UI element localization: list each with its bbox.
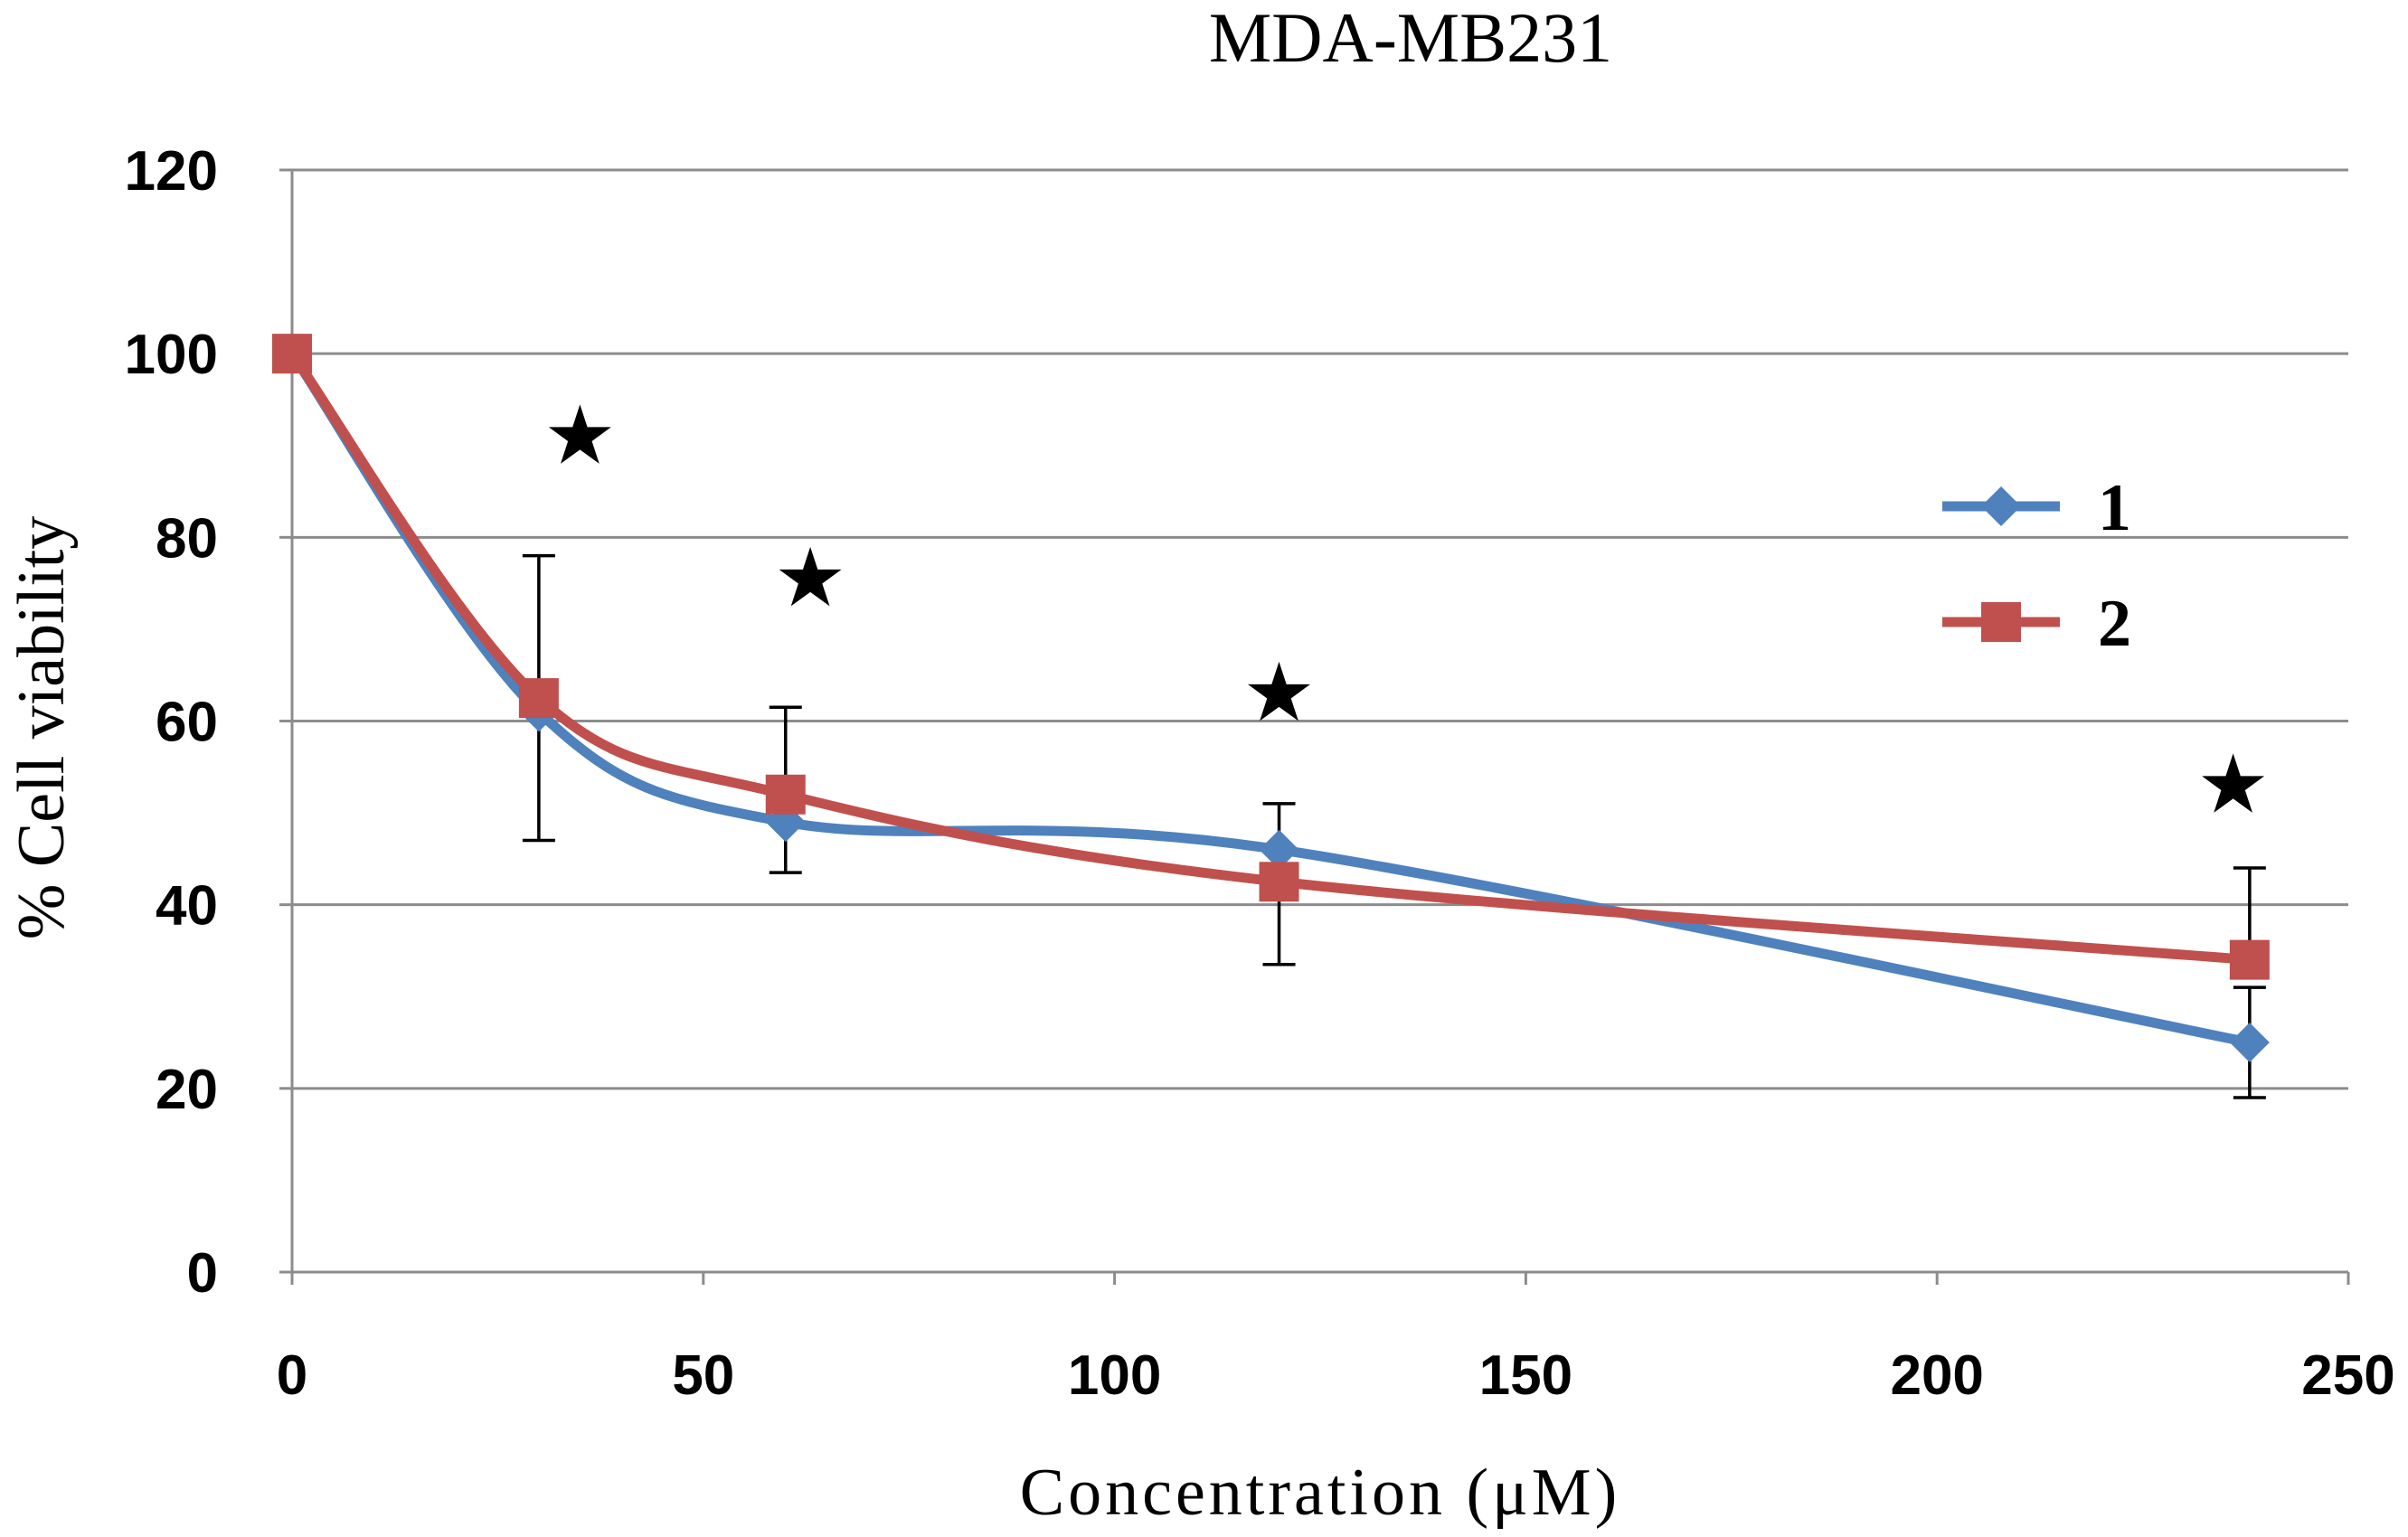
data-point-series-2 bbox=[1259, 862, 1299, 902]
y-tick-label: 0 bbox=[187, 1242, 218, 1305]
annotations: ★ ★ ★ ★ bbox=[543, 391, 2270, 831]
significance-star: ★ bbox=[543, 391, 617, 482]
chart-title: MDA-MB231 bbox=[1209, 0, 1612, 77]
x-tick-label: 250 bbox=[2301, 1344, 2394, 1407]
y-tick-label: 40 bbox=[156, 875, 218, 938]
data-point-series-2 bbox=[2229, 939, 2270, 980]
x-tick-label: 0 bbox=[277, 1344, 307, 1407]
significance-star: ★ bbox=[774, 533, 847, 624]
gridlines bbox=[292, 168, 2348, 1090]
y-tick-label: 60 bbox=[156, 692, 218, 754]
legend: 12 bbox=[1942, 471, 2131, 661]
y-tick-label: 80 bbox=[156, 507, 218, 570]
x-tick-label: 150 bbox=[1479, 1344, 1572, 1407]
significance-star: ★ bbox=[2196, 740, 2270, 831]
series bbox=[272, 334, 2270, 1063]
data-point-series-1 bbox=[2229, 1023, 2270, 1063]
tick-labels: 0 20 40 60 80 100 120 0 50 100 150 200 250 bbox=[125, 140, 2395, 1407]
data-point-series-2 bbox=[272, 334, 312, 374]
y-tick-label: 120 bbox=[125, 140, 218, 203]
x-axis-label: Concentration (μM) bbox=[1020, 1456, 1620, 1530]
legend-label-2: 2 bbox=[2098, 587, 2131, 661]
y-tick-label: 20 bbox=[156, 1059, 218, 1121]
legend-marker-1 bbox=[1981, 486, 2021, 526]
data-point-series-2 bbox=[518, 678, 559, 719]
y-axis-label: % Cell viability bbox=[5, 516, 79, 940]
x-tick-label: 200 bbox=[1890, 1344, 1983, 1407]
error-bars bbox=[522, 553, 2266, 1099]
x-tick-label: 50 bbox=[672, 1344, 734, 1407]
series-line-2 bbox=[287, 348, 2255, 966]
x-tick-label: 100 bbox=[1068, 1344, 1161, 1407]
data-point-series-2 bbox=[765, 774, 806, 815]
legend-marker-2 bbox=[1981, 602, 2021, 642]
y-tick-label: 100 bbox=[125, 324, 218, 386]
data-point-series-1 bbox=[1259, 829, 1299, 870]
series-line-1 bbox=[287, 348, 2255, 1048]
legend-label-1: 1 bbox=[2098, 471, 2131, 545]
significance-star: ★ bbox=[1242, 648, 1316, 739]
